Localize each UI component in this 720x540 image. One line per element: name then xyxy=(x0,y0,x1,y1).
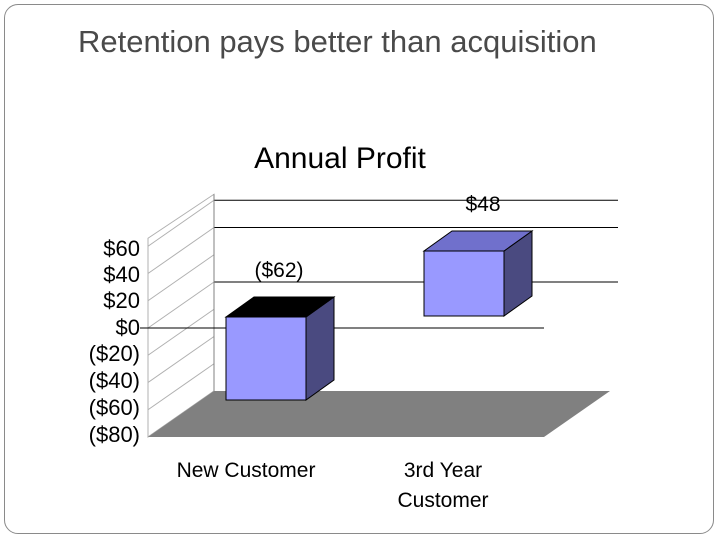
bar-new-customer xyxy=(224,296,336,401)
x-category-label: 3rd Year xyxy=(404,459,482,482)
y-tick-label: ($40) xyxy=(89,368,140,393)
data-label: $48 xyxy=(465,193,500,216)
side-wall-gridline xyxy=(147,308,215,356)
bar-front-face xyxy=(423,250,505,317)
y-tick-label: $20 xyxy=(103,288,140,313)
y-tick-label: ($20) xyxy=(89,341,140,366)
chart-floor xyxy=(148,391,610,437)
y-tick-label: ($60) xyxy=(89,395,140,420)
data-label: ($62) xyxy=(254,259,303,282)
slide-title: Retention pays better than acquisition xyxy=(78,24,597,59)
bar-third-year-customer xyxy=(422,230,534,317)
floor-plane xyxy=(148,391,610,437)
data-labels: ($62) $48 xyxy=(254,193,500,282)
side-wall-gridline xyxy=(147,363,215,411)
chart-back-wall xyxy=(147,193,618,438)
y-tick-label: $0 xyxy=(116,315,140,340)
chart-bars xyxy=(224,230,534,401)
side-wall-gridline xyxy=(147,227,215,274)
side-wall-gridline xyxy=(147,254,215,302)
side-wall-gridline xyxy=(147,199,215,247)
bar-front-face xyxy=(225,316,307,401)
x-axis-category-labels: New Customer 3rd Year Customer xyxy=(177,459,489,512)
chart-title: Annual Profit xyxy=(254,142,426,175)
x-category-label: New Customer xyxy=(177,459,316,482)
y-tick-label: $40 xyxy=(103,262,140,287)
slide-frame xyxy=(4,4,714,534)
side-wall-gridline xyxy=(147,336,215,383)
x-category-label: Customer xyxy=(397,489,488,512)
y-tick-label: $60 xyxy=(103,236,140,261)
y-axis-tick-labels: $60$40$20$0($20)($40)($60)($80) xyxy=(89,236,140,447)
side-wall-gridline xyxy=(147,281,215,329)
y-tick-label: ($80) xyxy=(89,422,140,447)
